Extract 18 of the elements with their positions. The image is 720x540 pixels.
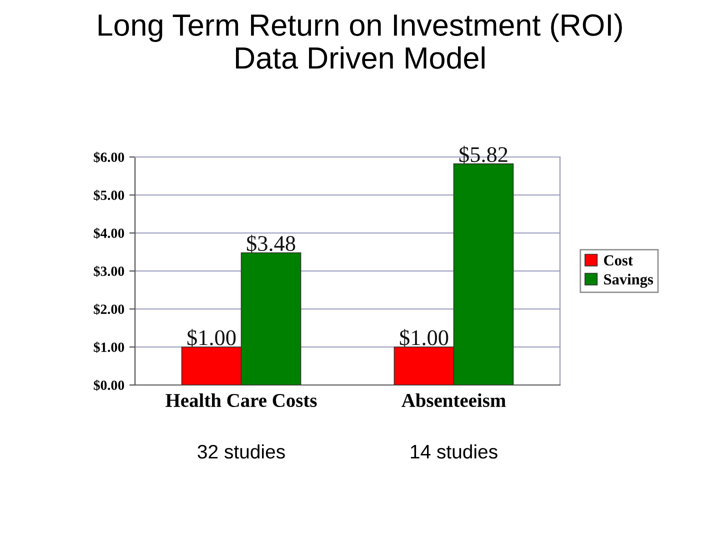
text: 32 studies	[198, 444, 285, 459]
y-tick-label: $5.00	[94, 190, 124, 201]
y-tick-label: $3.00	[94, 266, 124, 277]
data-label: $3.48	[246, 234, 296, 252]
legend-label: Cost	[604, 255, 633, 266]
y-tick-label: $0.00	[94, 380, 124, 391]
data-label: $5.82	[459, 146, 508, 164]
y-tick-label: $1.00	[94, 342, 124, 353]
data-label: $1.00	[400, 328, 448, 347]
text: 14 studies	[410, 444, 498, 459]
x-tick-label: Absenteeism	[402, 393, 506, 408]
y-tick-label: $6.00	[94, 152, 124, 163]
legend-label: Savings	[604, 274, 654, 288]
x-tick-label: Health Care Costs	[166, 393, 317, 408]
data-label: $1.00	[187, 328, 236, 347]
chart-title: Long Term Return on Investment (ROI) Data Driven Model	[98, 14, 622, 69]
y-tick-label: $4.00	[94, 228, 124, 239]
y-tick-label: $2.00	[94, 304, 124, 315]
